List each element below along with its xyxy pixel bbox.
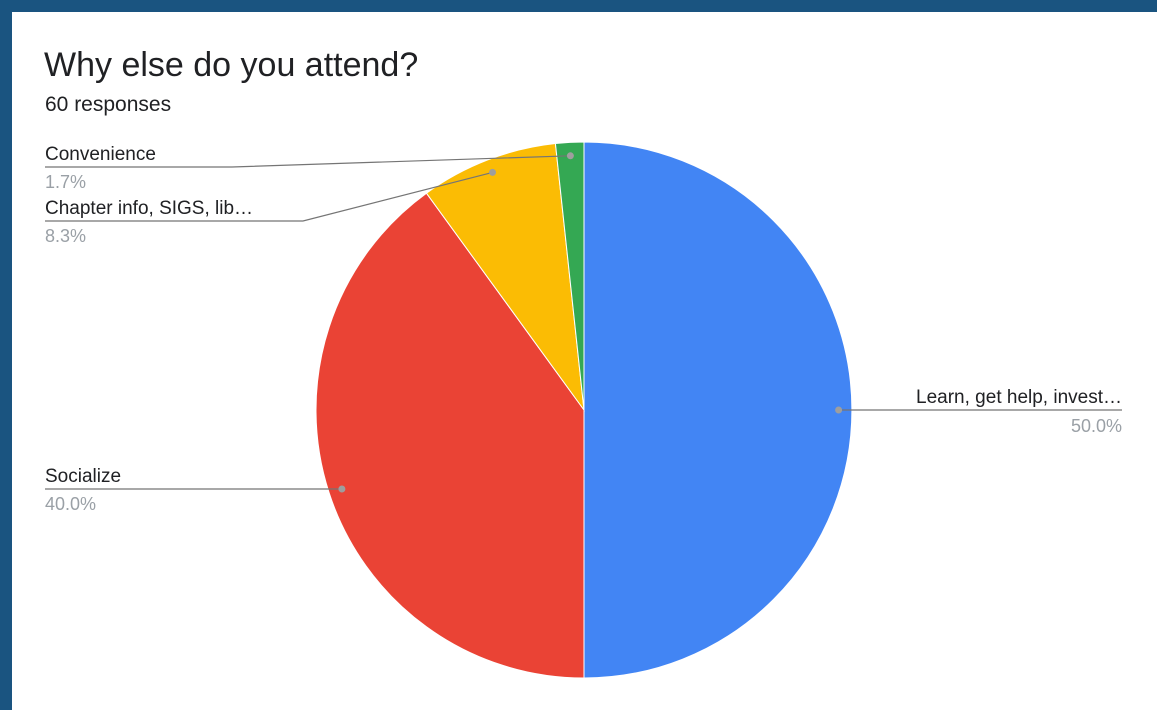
- pie-slice-convenience[interactable]: [554, 141, 585, 411]
- pie-slice-socialize[interactable]: [315, 192, 585, 679]
- leader-dot-learn-get-help-invest: [835, 406, 843, 414]
- leader-dot-socialize: [338, 485, 346, 493]
- slice-label-convenience: Convenience: [45, 144, 156, 165]
- pie-slice-chapter-info-sigs-lib[interactable]: [425, 142, 585, 412]
- slice-percent-convenience: 1.7%: [45, 172, 86, 192]
- slice-percent-socialize: 40.0%: [45, 494, 96, 514]
- leader-dot-convenience: [566, 152, 574, 160]
- slice-percent-learn-get-help-invest: 50.0%: [1071, 416, 1122, 436]
- slice-label-chapter-info-sigs-lib: Chapter info, SIGS, lib…: [45, 198, 253, 219]
- chart-card: Why else do you attend? 60 responses Lea…: [12, 12, 1157, 710]
- pie-chart: Learn, get help, invest… 50.0% Socialize 40…: [45, 141, 1122, 679]
- pie-slice-learn-get-help-invest[interactable]: [583, 141, 853, 679]
- leader-dot-chapter-info-sigs-lib: [489, 168, 496, 176]
- leader-line-chapter-info-sigs-lib: [45, 171, 493, 222]
- slice-percent-chapter-info-sigs-lib: 8.3%: [45, 226, 86, 246]
- slice-label-socialize: Socialize: [45, 466, 121, 487]
- slice-label-learn-get-help-invest: Learn, get help, invest…: [916, 387, 1122, 408]
- chart-title: Why else do you attend?: [44, 46, 419, 84]
- leader-line-convenience: [45, 155, 571, 168]
- response-count: 60 responses: [45, 93, 172, 116]
